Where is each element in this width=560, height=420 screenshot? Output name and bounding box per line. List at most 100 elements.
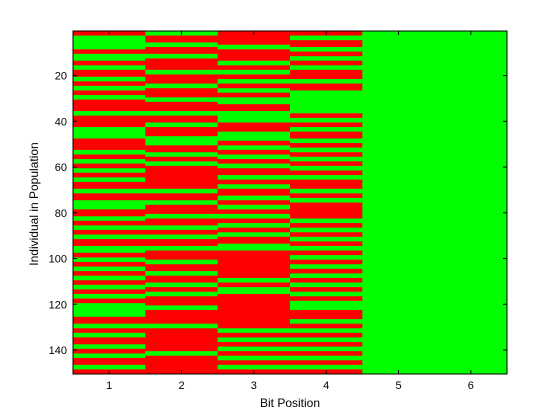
heatmap-cell-bit-4-run-8 — [290, 69, 363, 80]
heatmap-cell-bit-4-run-9 — [290, 79, 363, 84]
heatmap-cell-bit-4-run-11 — [290, 90, 363, 114]
x-tick-label-5: 5 — [395, 380, 401, 392]
heatmap-cell-bit-1-run-21 — [73, 168, 146, 174]
heatmap-cell-bit-2-run-30 — [145, 234, 219, 240]
heatmap-cell-bit-2-run-28 — [145, 225, 219, 231]
x-tick-label-6: 6 — [468, 380, 474, 392]
x-tick-label-4: 4 — [323, 380, 329, 392]
heatmap-cell-bit-4-run-21 — [290, 156, 363, 162]
heatmap-cell-bit-4-run-5 — [290, 56, 363, 62]
heatmap-cell-bit-4-run-37 — [290, 245, 363, 251]
heatmap-cell-bit-1-run-52 — [73, 337, 146, 345]
heatmap-cell-bit-3-run-39 — [217, 277, 291, 283]
heatmap-cell-bit-2-run-35 — [145, 264, 219, 272]
heatmap-cell-bit-1-run-4 — [73, 60, 146, 66]
heatmap-cell-bit-4-run-53 — [290, 328, 363, 334]
heatmap-cell-bit-1-run-50 — [73, 328, 146, 334]
heatmap-cell-bit-2-run-31 — [145, 239, 219, 247]
heatmap-cell-bit-4-run-23 — [290, 165, 363, 171]
heatmap-cell-bit-1-run-18 — [73, 154, 146, 160]
heatmap-cell-bit-2-run-3 — [145, 47, 219, 55]
heatmap-cell-bit-2-run-1 — [145, 35, 219, 43]
heatmap-cell-bit-4-run-15 — [290, 127, 363, 133]
heatmap-cell-bit-2-run-4 — [145, 53, 219, 59]
heatmap-cell-bit-4-run-51 — [290, 319, 363, 325]
heatmap-cell-bit-1-run-25 — [73, 188, 146, 194]
heatmap-cell-bit-4-run-24 — [290, 170, 363, 176]
heatmap-cell-bit-4-run-46 — [290, 287, 363, 293]
heatmap-cell-bit-4-run-13 — [290, 117, 363, 123]
y-tick-label-60: 60 — [55, 162, 67, 174]
heatmap-cell-bit-4-run-16 — [290, 131, 363, 139]
heatmap-cell-bit-3-run-19 — [217, 154, 291, 160]
heatmap-cell-bit-2-run-17 — [145, 145, 219, 153]
heatmap-cell-bit-4-run-32 — [290, 223, 363, 229]
heatmap-cell-bit-4-run-34 — [290, 232, 363, 238]
heatmap-cell-bit-3-run-2 — [217, 49, 291, 62]
heatmap-cell-bit-2-run-27 — [145, 218, 219, 226]
heatmap-cell-bit-2-run-46 — [145, 351, 219, 357]
heatmap-cell-bit-3-run-44 — [217, 332, 291, 338]
heatmap-cell-bit-4-run-20 — [290, 152, 363, 158]
heatmap-cell-bit-3-run-15 — [217, 131, 291, 142]
heatmap-cell-bit-1-run-14 — [73, 115, 146, 128]
heatmap-cell-bit-3-run-9 — [217, 88, 291, 94]
heatmap-cell-bit-1-run-11 — [73, 95, 146, 100]
heatmap-cell-bit-3-run-43 — [217, 328, 291, 334]
heatmap-cell-bit-2-run-23 — [145, 193, 219, 201]
heatmap-cell-bit-4-run-29 — [290, 197, 363, 203]
heatmap-cell-bit-4-run-26 — [290, 179, 363, 190]
heatmap-cell-bit-1-run-39 — [73, 266, 146, 272]
heatmap-cell-bit-2-run-12 — [145, 111, 219, 116]
heatmap-cell-bit-1-run-47 — [73, 303, 146, 318]
heatmap-cell-bit-2-run-42 — [145, 305, 219, 311]
heatmap-cell-bit-1-run-17 — [73, 149, 146, 155]
heatmap-cell-bit-4-run-30 — [290, 202, 363, 219]
heatmap-cell-bit-3-run-14 — [217, 122, 291, 133]
heatmap-cell-bit-2-run-13 — [145, 115, 219, 123]
heatmap-cell-bit-4-run-36 — [290, 241, 363, 247]
heatmap-cell-bit-1-run-16 — [73, 138, 146, 151]
heatmap-cell-bit-1-run-22 — [73, 172, 146, 178]
heatmap-cell-bit-3-run-50 — [217, 360, 291, 366]
heatmap-cell-bit-3-run-7 — [217, 79, 291, 84]
heatmap-cell-bit-4-run-49 — [290, 300, 363, 311]
heatmap-cell-bit-4-run-28 — [290, 193, 363, 199]
heatmap-cell-bit-4-run-35 — [290, 236, 363, 242]
heatmap-cell-bit-1-run-1 — [73, 35, 146, 50]
heatmap-cell-bit-1-run-41 — [73, 275, 146, 281]
heatmap-cell-bit-4-run-7 — [290, 65, 363, 71]
heatmap-cell-bit-4-run-2 — [290, 40, 363, 48]
y-tick-label-80: 80 — [55, 208, 67, 220]
heatmap-cell-bit-3-run-20 — [217, 159, 291, 165]
heatmap-cell-bit-1-run-42 — [73, 280, 146, 286]
heatmap-cell-bit-3-run-48 — [217, 351, 291, 357]
heatmap-cell-bit-4-run-25 — [290, 175, 363, 181]
heatmap-cell-bit-3-run-24 — [217, 179, 291, 185]
x-tick-label-2: 2 — [178, 380, 184, 392]
heatmap-cell-bit-1-run-32 — [73, 229, 146, 235]
heatmap-cell-bit-4-run-18 — [290, 143, 363, 149]
heatmap-cell-bit-1-run-6 — [73, 69, 146, 78]
heatmap-cell-bit-4-run-39 — [290, 255, 363, 261]
heatmap-cell-bit-4-run-58 — [290, 351, 363, 357]
heatmap-cell-bit-1-run-20 — [73, 163, 146, 169]
heatmap-cell-bit-1-run-19 — [73, 159, 146, 165]
heatmap-cell-bit-3-run-21 — [217, 163, 291, 169]
heatmap-cell-bit-4-run-41 — [290, 264, 363, 270]
heatmap-cell-bit-2-run-20 — [145, 161, 219, 167]
heatmap-cell-bit-3-run-33 — [217, 223, 291, 229]
heatmap-cell-bit-4-run-47 — [290, 291, 363, 297]
heatmap-cell-bit-3-run-37 — [217, 243, 291, 251]
heatmap-cell-bit-4-run-19 — [290, 147, 363, 153]
heatmap-cell-bit-3-run-11 — [217, 97, 291, 105]
heatmap-cell-bit-2-run-8 — [145, 83, 219, 89]
y-tick-label-140: 140 — [49, 345, 67, 357]
heatmap-cell-bit-2-run-33 — [145, 250, 219, 261]
heatmap-cell-bit-4-run-45 — [290, 282, 363, 288]
heatmap-cell-bit-1-run-51 — [73, 332, 146, 338]
heatmap-cell-bit-4-run-57 — [290, 346, 363, 352]
heatmap-cell-bit-4-run-59 — [290, 355, 363, 361]
heatmap-cell-bit-1-run-57 — [73, 364, 146, 370]
